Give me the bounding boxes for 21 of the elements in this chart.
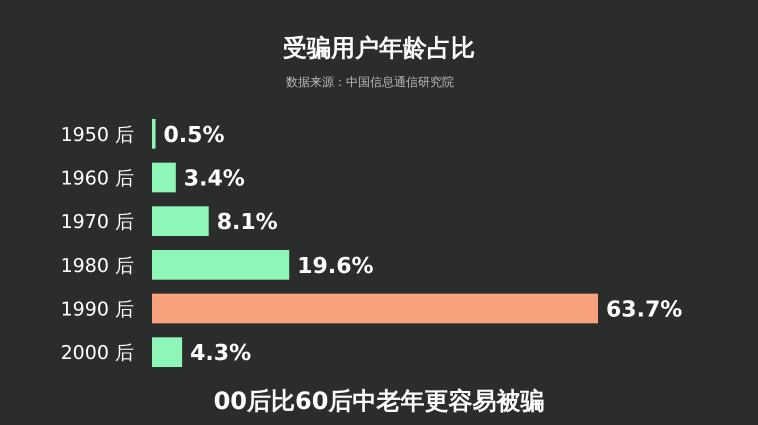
chart-title: 受骗用户年龄占比 bbox=[283, 34, 475, 62]
data-label: 0.5% bbox=[164, 122, 225, 148]
data-label: 3.4% bbox=[184, 166, 245, 192]
data-label: 4.3% bbox=[190, 341, 252, 366]
text: 00后比60后中老年更容易被骗 bbox=[214, 387, 544, 415]
y-tick-label: 1980 后 bbox=[60, 254, 134, 277]
y-tick-label: 2000 后 bbox=[60, 342, 134, 364]
y-tick-label: 1970 后 bbox=[60, 211, 134, 234]
chart-subtitle: 数据来源：中国信息通信研究院 bbox=[286, 75, 454, 89]
data-label: 63.7% bbox=[606, 298, 682, 322]
data-label: 8.1% bbox=[216, 210, 278, 236]
bar bbox=[152, 337, 182, 368]
bar bbox=[152, 118, 156, 149]
data-label: 19.6% bbox=[297, 254, 374, 279]
y-tick-label: 1950 后 bbox=[60, 124, 134, 146]
bar bbox=[152, 294, 598, 324]
y-tick-label: 1990 后 bbox=[60, 298, 134, 320]
bar bbox=[152, 250, 290, 280]
y-tick-label: 1960 后 bbox=[60, 168, 134, 190]
bar bbox=[152, 162, 176, 192]
bar bbox=[152, 206, 209, 236]
